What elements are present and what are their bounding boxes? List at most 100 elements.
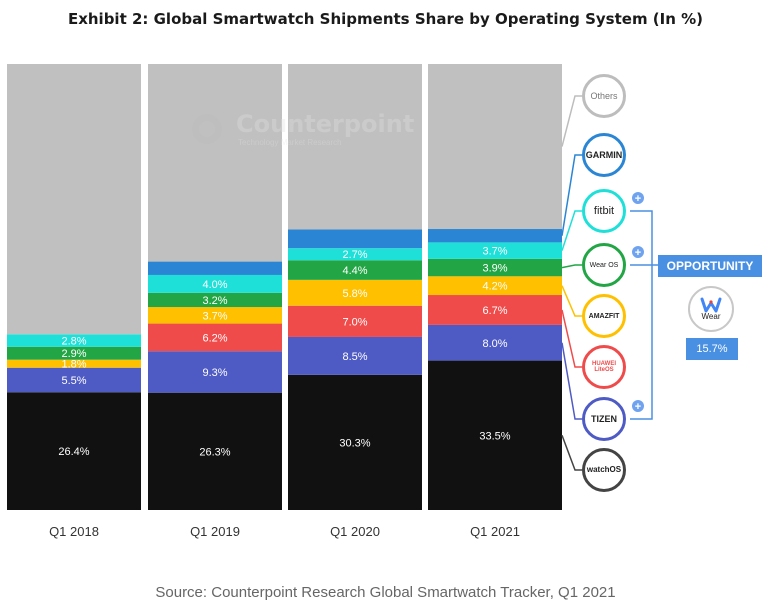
bar-segment-tizen-1 xyxy=(148,351,282,393)
data-label-huawei-1: 6.2% xyxy=(202,332,227,344)
data-label-wearos-0: 2.9% xyxy=(61,348,86,360)
bar-segment-wearos-0 xyxy=(7,346,141,360)
counterpoint-logo-icon xyxy=(192,114,222,144)
watermark-name: Counterpoint xyxy=(236,110,415,138)
wear-logo-label: Wear xyxy=(701,312,721,321)
connector-line-garmin xyxy=(561,154,582,236)
logo-label-others: Others xyxy=(590,90,618,101)
amazfit-logo-icon: AMAZFIT xyxy=(582,294,626,338)
data-label-wearos-3: 3.9% xyxy=(482,263,507,275)
bar-segment-watchos-3 xyxy=(428,360,562,510)
x-tick-label-3: Q1 2021 xyxy=(470,524,520,539)
bar-segment-huawei-1 xyxy=(148,323,282,352)
wear-w-icon xyxy=(700,297,722,313)
bar-segment-watchos-1 xyxy=(148,392,282,510)
bar-segment-wearos-2 xyxy=(288,260,422,280)
plus-icon-glyph-0: + xyxy=(635,193,641,205)
data-label-fitbit-2: 2.7% xyxy=(342,249,367,261)
bar-segment-watchos-2 xyxy=(288,374,422,510)
watchos-logo-icon: watchOS xyxy=(582,448,626,492)
data-label-tizen-3: 8.0% xyxy=(482,338,507,350)
plus-icon-1 xyxy=(632,246,644,258)
bar-segment-others-2 xyxy=(288,64,422,230)
bar-segment-fitbit-3 xyxy=(428,242,562,259)
counterpoint-watermark: Counterpoint Technology Market Research xyxy=(192,108,414,158)
bar-segment-huawei-3 xyxy=(428,295,562,325)
logo-label-garmin: GARMIN xyxy=(585,149,623,160)
data-label-huawei-2: 7.0% xyxy=(342,316,367,328)
bar-segment-wearos-3 xyxy=(428,258,562,277)
logo-label-wearos: Wear OS xyxy=(589,261,619,269)
data-label-watchos-1: 26.3% xyxy=(199,446,230,458)
bar-segment-huawei-2 xyxy=(288,305,422,337)
bar-segment-garmin-3 xyxy=(428,229,562,243)
chart-source: Source: Counterpoint Research Global Sma… xyxy=(155,584,616,601)
logo-label-watchos: watchOS xyxy=(586,465,622,474)
fitbit-logo-icon: fitbit xyxy=(582,189,626,233)
data-label-tizen-2: 8.5% xyxy=(342,351,367,363)
chart-title: Exhibit 2: Global Smartwatch Shipments S… xyxy=(67,10,704,28)
data-label-amazfit-0: 1.8% xyxy=(61,359,86,371)
data-label-tizen-0: 5.5% xyxy=(61,375,86,387)
bar-segment-amazfit-2 xyxy=(288,279,422,306)
bar-segment-watchos-0 xyxy=(7,392,141,510)
garmin-logo-icon: GARMIN xyxy=(582,133,626,177)
bar-segment-garmin-1 xyxy=(148,261,282,275)
data-label-amazfit-2: 5.8% xyxy=(342,288,367,300)
data-label-amazfit-3: 4.2% xyxy=(482,281,507,293)
connector-line-amazfit xyxy=(561,285,582,317)
connector-line-others xyxy=(561,95,582,147)
connector-line-tizen xyxy=(561,342,582,420)
data-label-wearos-2: 4.4% xyxy=(342,265,367,277)
data-label-watchos-3: 33.5% xyxy=(479,430,510,442)
data-label-huawei-3: 6.7% xyxy=(482,305,507,317)
x-tick-label-0: Q1 2018 xyxy=(49,524,99,539)
data-label-watchos-0: 26.4% xyxy=(58,446,89,458)
data-label-fitbit-0: 2.8% xyxy=(61,336,86,348)
bar-segment-others-3 xyxy=(428,64,562,230)
others-logo-icon: Others xyxy=(582,74,626,118)
logo-label-amazfit: AMAZFIT xyxy=(588,312,620,320)
connector-line-wearos xyxy=(561,264,582,269)
wear-os-logo-icon: Wear OS xyxy=(582,243,626,287)
data-label-amazfit-1: 3.7% xyxy=(202,310,227,322)
bar-segment-tizen-2 xyxy=(288,336,422,375)
bar-segment-fitbit-0 xyxy=(7,334,141,347)
logo-label-tizen: TIZEN xyxy=(591,413,617,424)
connector-line-watchos xyxy=(561,435,582,471)
logo-label-fitbit: fitbit xyxy=(593,204,615,217)
bar-segment-tizen-3 xyxy=(428,324,562,361)
x-tick-label-1: Q1 2019 xyxy=(190,524,240,539)
watermark-tagline: Technology Market Research xyxy=(238,138,342,147)
data-label-wearos-1: 3.2% xyxy=(202,295,227,307)
huawei-logo-icon: HUAWEI LiteOS xyxy=(582,345,626,389)
opportunity-value: 15.7% xyxy=(686,338,738,360)
connector-line-fitbit xyxy=(561,210,582,251)
bar-segment-fitbit-2 xyxy=(288,248,422,261)
plus-icon-0 xyxy=(632,192,644,204)
wear-logo-icon: Wear xyxy=(688,286,734,332)
data-label-fitbit-3: 3.7% xyxy=(482,246,507,258)
bar-segment-wearos-1 xyxy=(148,292,282,308)
bar-segment-tizen-0 xyxy=(7,367,141,393)
bar-segment-fitbit-1 xyxy=(148,274,282,293)
opportunity-badge: OPPORTUNITY xyxy=(658,255,762,277)
plus-icon-glyph-2: + xyxy=(635,401,641,413)
bar-segment-amazfit-1 xyxy=(148,307,282,324)
logo-label-huawei: HUAWEI LiteOS xyxy=(592,361,616,373)
opportunity-bracket xyxy=(630,210,658,420)
bar-segment-amazfit-0 xyxy=(7,359,141,368)
plus-icon-2 xyxy=(632,400,644,412)
connector-line-huawei xyxy=(561,309,582,368)
bar-segment-amazfit-3 xyxy=(428,276,562,296)
x-tick-label-2: Q1 2020 xyxy=(330,524,380,539)
bar-segment-others-1 xyxy=(148,64,282,262)
data-label-tizen-1: 9.3% xyxy=(202,367,227,379)
bar-segment-others-0 xyxy=(7,64,141,335)
plus-icon-glyph-1: + xyxy=(635,247,641,259)
data-label-fitbit-1: 4.0% xyxy=(202,279,227,291)
data-label-watchos-2: 30.3% xyxy=(339,437,370,449)
tizen-logo-icon: TIZEN xyxy=(582,397,626,441)
bar-segment-garmin-2 xyxy=(288,229,422,249)
